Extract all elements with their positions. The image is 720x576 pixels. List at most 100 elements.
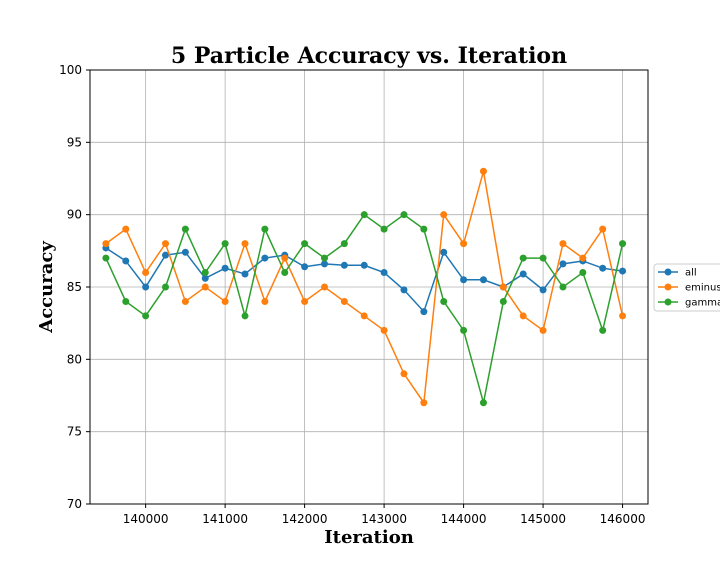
data-point-eminus	[102, 240, 110, 248]
data-point-eminus	[360, 312, 368, 320]
data-point-eminus	[122, 225, 130, 233]
data-point-gamma	[380, 225, 388, 233]
data-point-all	[181, 248, 189, 256]
data-point-all	[221, 264, 229, 272]
data-point-eminus	[559, 240, 567, 248]
data-point-gamma	[559, 283, 567, 291]
chart-title: 5 Particle Accuracy vs. Iteration	[171, 43, 567, 69]
data-point-gamma	[102, 254, 110, 262]
data-point-all	[142, 283, 150, 291]
y-tick-label: 85	[67, 280, 82, 294]
data-point-all	[301, 263, 309, 271]
data-point-eminus	[281, 254, 289, 262]
legend-box	[653, 263, 720, 312]
data-point-eminus	[599, 225, 607, 233]
x-tick-label: 144000	[441, 512, 487, 526]
data-point-all	[122, 257, 130, 265]
data-point-eminus	[539, 326, 547, 334]
data-point-gamma	[261, 225, 269, 233]
legend: all eminus gamma	[653, 263, 720, 312]
data-point-gamma	[162, 283, 170, 291]
series-eminus	[102, 167, 627, 407]
x-tick-label: 140000	[123, 512, 169, 526]
data-point-eminus	[340, 297, 348, 305]
x-tick-label: 146000	[600, 512, 646, 526]
data-point-gamma	[420, 225, 428, 233]
data-point-gamma	[340, 240, 348, 248]
data-point-gamma	[499, 297, 507, 305]
data-point-eminus	[400, 370, 408, 378]
data-point-eminus	[619, 312, 627, 320]
data-point-gamma	[579, 269, 587, 277]
y-tick-label: 90	[67, 208, 82, 222]
data-point-all	[559, 260, 567, 268]
data-point-eminus	[479, 167, 487, 175]
data-point-all	[479, 276, 487, 284]
data-point-gamma	[460, 326, 468, 334]
data-point-gamma	[320, 254, 328, 262]
data-point-gamma	[599, 326, 607, 334]
data-point-gamma	[181, 225, 189, 233]
data-point-eminus	[241, 240, 249, 248]
data-point-all	[380, 269, 388, 277]
x-tick-label: 141000	[202, 512, 248, 526]
data-point-gamma	[142, 312, 150, 320]
y-tick-label: 100	[59, 63, 82, 77]
data-point-all	[162, 251, 170, 259]
data-point-gamma	[619, 240, 627, 248]
data-point-eminus	[499, 283, 507, 291]
series-layer	[102, 167, 627, 407]
data-point-eminus	[261, 297, 269, 305]
data-point-all	[460, 276, 468, 284]
y-axis-label: Accuracy	[36, 241, 57, 334]
data-point-gamma	[301, 240, 309, 248]
legend-label-all: all	[685, 268, 697, 279]
data-point-eminus	[519, 312, 527, 320]
data-point-gamma	[281, 269, 289, 277]
y-tick-label: 70	[67, 497, 82, 511]
series-gamma	[102, 211, 627, 407]
data-point-all	[619, 267, 627, 275]
y-tick-label: 75	[67, 425, 82, 439]
data-point-gamma	[360, 211, 368, 219]
data-point-eminus	[162, 240, 170, 248]
data-point-gamma	[400, 211, 408, 219]
data-point-all	[320, 260, 328, 268]
data-point-gamma	[221, 240, 229, 248]
data-point-gamma	[539, 254, 547, 262]
data-point-all	[400, 286, 408, 294]
data-point-gamma	[479, 399, 487, 407]
y-tick-label: 95	[67, 135, 82, 149]
data-point-eminus	[420, 399, 428, 407]
legend-label-eminus: eminus	[685, 283, 720, 294]
data-point-all	[241, 270, 249, 278]
data-point-eminus	[221, 297, 229, 305]
axis-ticks: 140000 141000 142000 143000 144000 145000 1460…	[59, 63, 645, 526]
data-point-all	[201, 274, 209, 282]
data-point-eminus	[142, 269, 150, 277]
data-point-gamma	[201, 269, 209, 277]
data-point-all	[599, 264, 607, 272]
data-point-gamma	[440, 297, 448, 305]
data-point-eminus	[440, 211, 448, 219]
data-point-eminus	[579, 254, 587, 262]
series-line-gamma	[105, 213, 624, 403]
data-point-eminus	[460, 240, 468, 248]
legend-marker-all	[664, 268, 672, 276]
data-point-eminus	[181, 297, 189, 305]
series-all	[102, 244, 627, 316]
legend-label-gamma: gamma	[685, 298, 720, 309]
data-point-all	[340, 261, 348, 269]
data-point-eminus	[320, 283, 328, 291]
data-point-all	[261, 254, 269, 262]
data-point-gamma	[241, 312, 249, 320]
data-point-gamma	[519, 254, 527, 262]
data-point-all	[420, 308, 428, 316]
legend-marker-eminus	[664, 283, 672, 291]
data-point-all	[440, 248, 448, 256]
data-point-gamma	[122, 297, 130, 305]
x-tick-label: 142000	[282, 512, 328, 526]
data-point-all	[360, 261, 368, 269]
data-point-eminus	[301, 297, 309, 305]
